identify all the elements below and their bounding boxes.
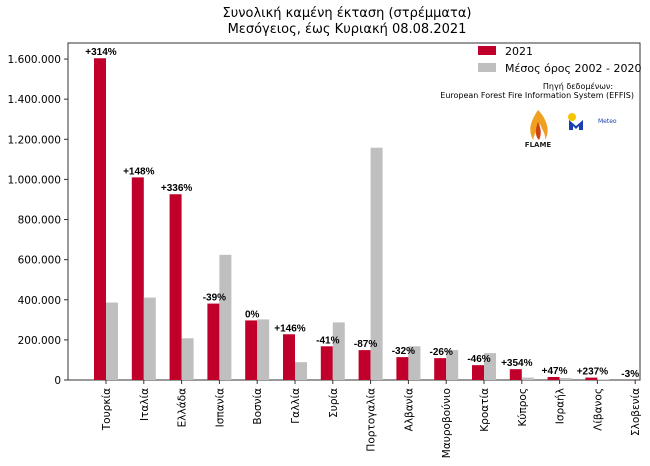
bar-2021 [434, 358, 447, 380]
y-axis: 0 200.000 400.000 600.000 800.000 1.000.000 1.… [8, 54, 68, 387]
bar-average [332, 322, 345, 380]
bar-average [257, 319, 270, 380]
bar-2021 [320, 346, 333, 380]
bar-2021 [207, 303, 220, 380]
bar-2021 [131, 177, 144, 380]
bars: +314% +148% +336% -39% 0% +146% -41% -87% -32% -2… [85, 47, 648, 380]
percent-change-label: +354% [501, 358, 533, 369]
svg-text:FLAME: FLAME [525, 141, 552, 149]
chart-title: Συνολική καμένη έκταση (στρέμματα) [223, 6, 472, 21]
y-tick-label: 800.000 [18, 215, 61, 227]
x-tick-label: Κύπρος [517, 388, 529, 427]
x-tick-label: Τουρκία [101, 388, 113, 431]
percent-change-label: -3% [621, 369, 639, 380]
x-tick-label: Γαλλία [290, 388, 302, 424]
percent-change-label: -46% [467, 354, 490, 365]
bar-average [597, 379, 610, 380]
legend-swatch-2021 [478, 46, 496, 55]
percent-change-label: 0% [245, 309, 260, 320]
percent-change-label: -39% [203, 293, 226, 304]
bar-2021 [396, 357, 409, 380]
flame-logo: FLAME [525, 110, 552, 149]
plot-frame [67, 42, 641, 381]
source-label: Πηγή δεδομένων: [543, 81, 613, 91]
x-tick-label: Μαυροβούνιο [441, 388, 453, 458]
bar-2021 [283, 334, 295, 380]
bar-2021 [245, 320, 258, 380]
y-tick-label: 200.000 [18, 335, 61, 347]
y-tick-label: 1.000.000 [8, 174, 61, 186]
bar-average [181, 338, 194, 380]
percent-change-label: -32% [392, 346, 415, 357]
percent-change-label: +47% [542, 366, 568, 377]
x-tick-label: Ισραήλ [555, 388, 567, 424]
x-tick-label: Αλβανία [403, 388, 415, 431]
x-tick-label: Βοσνία [252, 388, 264, 425]
y-tick-label: 1.600.000 [8, 54, 61, 66]
percent-change-label: +336% [161, 183, 193, 194]
y-tick-label: 1.400.000 [8, 94, 61, 106]
percent-change-label: -26% [430, 347, 453, 358]
bar-average [559, 377, 572, 380]
bar-2021 [547, 376, 560, 380]
legend-label-average: Μέσος όρος 2002 - 2020 [505, 62, 641, 75]
bar-average [521, 377, 534, 380]
bar-2021 [358, 350, 371, 380]
x-tick-label: Ιταλία [139, 388, 151, 421]
percent-change-label: -87% [354, 339, 377, 350]
x-tick-label: Ελλάδα [177, 388, 189, 427]
source-text: European Forest Fire Information System … [440, 91, 634, 100]
bar-2021 [472, 365, 484, 380]
meteo-logo: Meteo [568, 113, 617, 130]
x-axis: Τουρκία Ιταλία Ελλάδα Ισπανία Βοσνία Γαλλία Συ… [101, 380, 642, 458]
legend-label-2021: 2021 [505, 45, 533, 58]
bar-average [219, 254, 232, 380]
percent-change-label: +146% [274, 323, 306, 334]
bar-average [106, 302, 118, 380]
legend: 2021 Μέσος όρος 2002 - 2020 [478, 45, 641, 75]
percent-change-label: +148% [123, 166, 155, 177]
percent-change-label: +314% [85, 47, 117, 58]
bar-average [446, 350, 459, 380]
x-tick-label: Λίβανος [592, 388, 604, 431]
bar-2021 [509, 369, 522, 380]
chart-subtitle: Μεσόγειος, έως Κυριακή 08.08.2021 [228, 22, 467, 37]
bar-2021 [94, 58, 106, 380]
x-tick-label: Ισπανία [214, 388, 226, 427]
bar-average [408, 346, 421, 380]
y-tick-label: 0 [54, 375, 61, 387]
x-tick-label: Συρία [328, 388, 340, 418]
y-tick-label: 1.200.000 [8, 134, 61, 146]
percent-change-label: -41% [316, 335, 339, 346]
bar-average [143, 297, 156, 380]
bar-average [370, 147, 383, 380]
bar-2021 [169, 194, 182, 380]
y-tick-label: 600.000 [18, 255, 61, 267]
x-tick-label: Πορτογαλία [366, 388, 378, 452]
bar-average [295, 362, 307, 380]
x-tick-label: Σλοβενία [630, 388, 642, 436]
bar-average [484, 353, 496, 380]
x-tick-label: Κροατία [479, 388, 491, 432]
svg-text:Meteo: Meteo [598, 118, 617, 125]
legend-swatch-average [478, 63, 496, 72]
y-tick-label: 400.000 [18, 295, 61, 307]
percent-change-label: +237% [577, 367, 609, 378]
bar-2021 [585, 377, 598, 380]
